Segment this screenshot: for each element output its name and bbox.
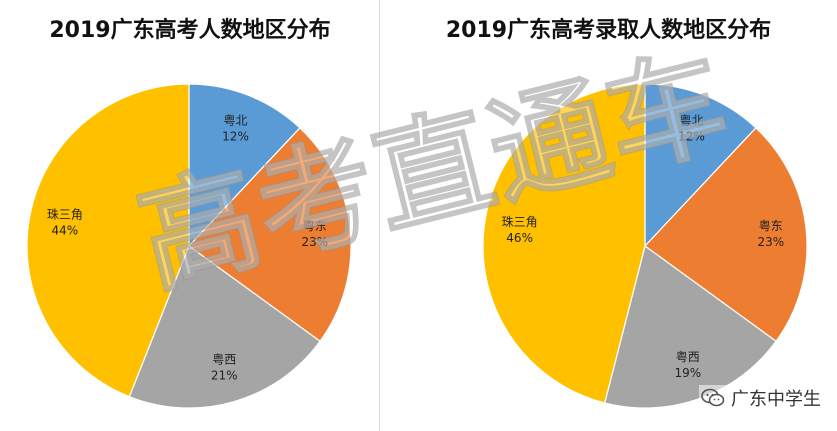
pie-slice-0-0 bbox=[188, 83, 301, 248]
pie-slice-1-3 bbox=[482, 83, 646, 404]
slice-percent-0-0: 12% bbox=[222, 130, 249, 144]
chart-title-left: 2019广东高考人数地区分布 bbox=[49, 18, 331, 43]
pie-chart-right: 粤北 12% 粤东 23% 粤西 19% 珠三角 46% bbox=[482, 83, 808, 409]
chart-title-right: 2019广东高考录取人数地区分布 bbox=[445, 18, 772, 43]
wechat-icon bbox=[701, 388, 725, 408]
pie-chart-left: 粤北 12% 粤东 23% 粤西 21% 珠三角 44% bbox=[26, 83, 352, 409]
slice-label-1-1: 粤东 bbox=[759, 218, 783, 233]
pie-slice-0-3 bbox=[26, 83, 190, 398]
pie-slice-0-2 bbox=[128, 245, 321, 409]
chart-right-panel: 2019广东高考录取人数地区分布 粤北 12% 粤东 23% 粤西 19% 珠三角 46% bbox=[380, 0, 837, 431]
slice-percent-0-3: 44% bbox=[52, 223, 79, 237]
slice-percent-0-2: 21% bbox=[211, 368, 238, 382]
pie-slice-1-0 bbox=[644, 83, 757, 248]
slice-label-0-3: 珠三角 bbox=[47, 207, 83, 221]
slice-percent-0-1: 23% bbox=[301, 235, 328, 249]
source-badge: 广东中学生 bbox=[699, 385, 823, 411]
slice-percent-1-3: 46% bbox=[506, 231, 533, 245]
slice-label-0-1: 粤东 bbox=[303, 218, 327, 233]
panel-divider bbox=[379, 0, 380, 431]
slice-label-1-2: 粤西 bbox=[676, 349, 700, 364]
source-name: 广东中学生 bbox=[731, 389, 821, 410]
slice-label-1-0: 粤北 bbox=[680, 113, 704, 128]
slice-label-1-3: 珠三角 bbox=[502, 215, 538, 229]
slice-label-0-2: 粤西 bbox=[212, 351, 236, 366]
pie-slice-1-1 bbox=[644, 127, 808, 343]
slice-percent-1-0: 12% bbox=[678, 130, 705, 144]
slice-percent-1-1: 23% bbox=[757, 235, 784, 249]
pie-slice-0-1 bbox=[188, 127, 352, 343]
slice-percent-1-2: 19% bbox=[674, 366, 701, 380]
chart-left-panel: 2019广东高考人数地区分布 粤北 12% 粤东 23% 粤西 21% 珠三角 44% bbox=[0, 0, 380, 431]
slice-label-0-0: 粤北 bbox=[224, 113, 248, 128]
